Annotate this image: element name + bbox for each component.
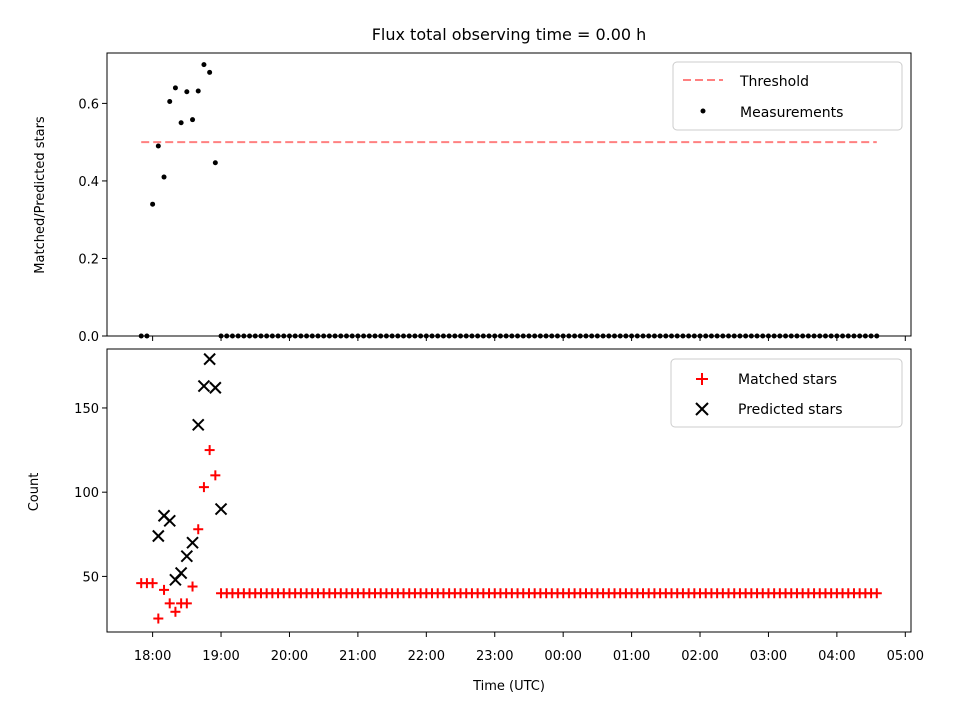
predicted-star-marker-b: [174, 566, 188, 580]
top-y-tick-label: 0.2: [78, 252, 99, 267]
bottom-y-tick-label: 150: [74, 402, 99, 417]
measurement-point: [178, 120, 184, 126]
predicted-star-marker: [186, 536, 199, 549]
top-y-tick-label: 0.0: [78, 330, 99, 345]
bottom-y-tick-label: 50: [82, 570, 99, 585]
predicted-star-marker-b: [180, 549, 194, 563]
matched-star-marker: [164, 598, 175, 609]
measurement-point: [161, 174, 167, 180]
predicted-star-marker: [214, 502, 228, 516]
predicted-star-marker: [174, 566, 188, 580]
legend-predicted-label: Predicted stars: [738, 402, 843, 418]
bottom-x-tick-label: 20:00: [271, 649, 308, 664]
matched-star-marker: [198, 482, 209, 493]
matched-star-marker: [153, 613, 164, 624]
matched-star-marker: [147, 578, 158, 589]
predicted-star-marker: [203, 352, 216, 366]
bottom-x-tick-label: 05:00: [887, 649, 924, 664]
bottom-x-tick-label: 23:00: [476, 649, 513, 664]
matched-star-marker: [170, 606, 181, 617]
bottom-x-tick-label: 21:00: [339, 649, 376, 664]
predicted-star-marker: [180, 549, 194, 563]
predicted-star-marker-b: [209, 381, 222, 394]
predicted-star-marker-b: [203, 352, 216, 366]
top-y-tick-label: 0.6: [78, 97, 99, 112]
bottom-y-axis-label: Count: [27, 473, 42, 512]
predicted-star-marker-b: [197, 379, 211, 393]
matched-star-marker: [159, 584, 170, 595]
chart-title: Flux total observing time = 0.00 h: [372, 25, 647, 44]
predicted-star-marker: [163, 514, 176, 528]
top-axes-frame: [106, 52, 912, 337]
top-y-tick-label: 0.4: [78, 175, 99, 190]
bottom-x-tick-label: 01:00: [613, 649, 650, 664]
measurement-point: [212, 160, 218, 166]
predicted-star-marker-b: [163, 514, 176, 528]
top-legend: Threshold Measurements: [672, 61, 903, 131]
measurement-point: [172, 85, 178, 91]
measurement-point: [207, 69, 213, 75]
matched-star-marker: [210, 470, 221, 481]
predicted-star-marker: [209, 381, 222, 394]
measurement-point: [201, 62, 207, 68]
bottom-x-tick-label: 18:00: [134, 649, 171, 664]
legend-threshold-label: Threshold: [739, 74, 809, 90]
matched-star-marker: [193, 524, 204, 535]
predicted-star-marker-b: [186, 536, 199, 549]
matched-star-marker: [871, 588, 882, 599]
top-y-ticks: 0.0 0.2 0.4 0.6: [78, 97, 107, 345]
bottom-x-ticks: 18:00 19:00 20:00 21:00 22:00 23:00 00:00 01:00…: [134, 632, 924, 664]
bottom-axes-frame: [106, 348, 912, 633]
predicted-star-marker: [192, 418, 205, 432]
bottom-panel: 50 100 150 18:00 19:00 20:00 21:00 22:00 23:00 0…: [27, 348, 924, 694]
top-y-axis-label: Matched/Predicted stars: [33, 116, 48, 274]
bottom-x-tick-label: 03:00: [750, 649, 787, 664]
legend-measurements-swatch: [700, 108, 706, 114]
legend-predicted-swatch: [695, 402, 709, 416]
predicted-star-marker: [152, 529, 165, 543]
bottom-y-tick-label: 100: [74, 486, 99, 501]
bottom-legend-box: [670, 358, 903, 428]
bottom-y-ticks: 50 100 150: [74, 402, 107, 585]
bottom-legend: Matched stars Predicted stars: [670, 358, 903, 428]
legend-matched-swatch: [696, 373, 708, 385]
measurement-point: [184, 89, 190, 95]
bottom-x-tick-label: 04:00: [818, 649, 855, 664]
measurement-point: [155, 143, 161, 149]
predicted-star-marker-b: [152, 529, 165, 543]
matched-star-points: [136, 445, 882, 624]
bottom-x-tick-label: 02:00: [681, 649, 718, 664]
predicted-star-marker-b: [192, 418, 205, 432]
matched-star-marker: [204, 445, 215, 456]
bottom-x-tick-label: 22:00: [408, 649, 445, 664]
x-axis-label: Time (UTC): [472, 679, 545, 694]
predicted-star-marker: [197, 379, 211, 393]
top-panel: 0.0 0.2 0.4 0.6 Matched/Predicted stars Thr…: [33, 52, 912, 345]
measurement-point: [190, 117, 196, 123]
predicted-star-points: [152, 352, 228, 586]
measurement-point: [150, 201, 156, 207]
predicted-star-marker-b: [214, 502, 228, 516]
legend-matched-label: Matched stars: [738, 372, 837, 388]
bottom-x-tick-label: 00:00: [544, 649, 581, 664]
measurement-point: [167, 98, 173, 104]
matched-star-marker: [187, 581, 198, 592]
top-legend-box: [672, 61, 903, 131]
matched-star-marker: [181, 598, 192, 609]
measurement-point: [195, 88, 201, 94]
legend-measurements-label: Measurements: [740, 105, 843, 121]
bottom-x-tick-label: 19:00: [202, 649, 239, 664]
